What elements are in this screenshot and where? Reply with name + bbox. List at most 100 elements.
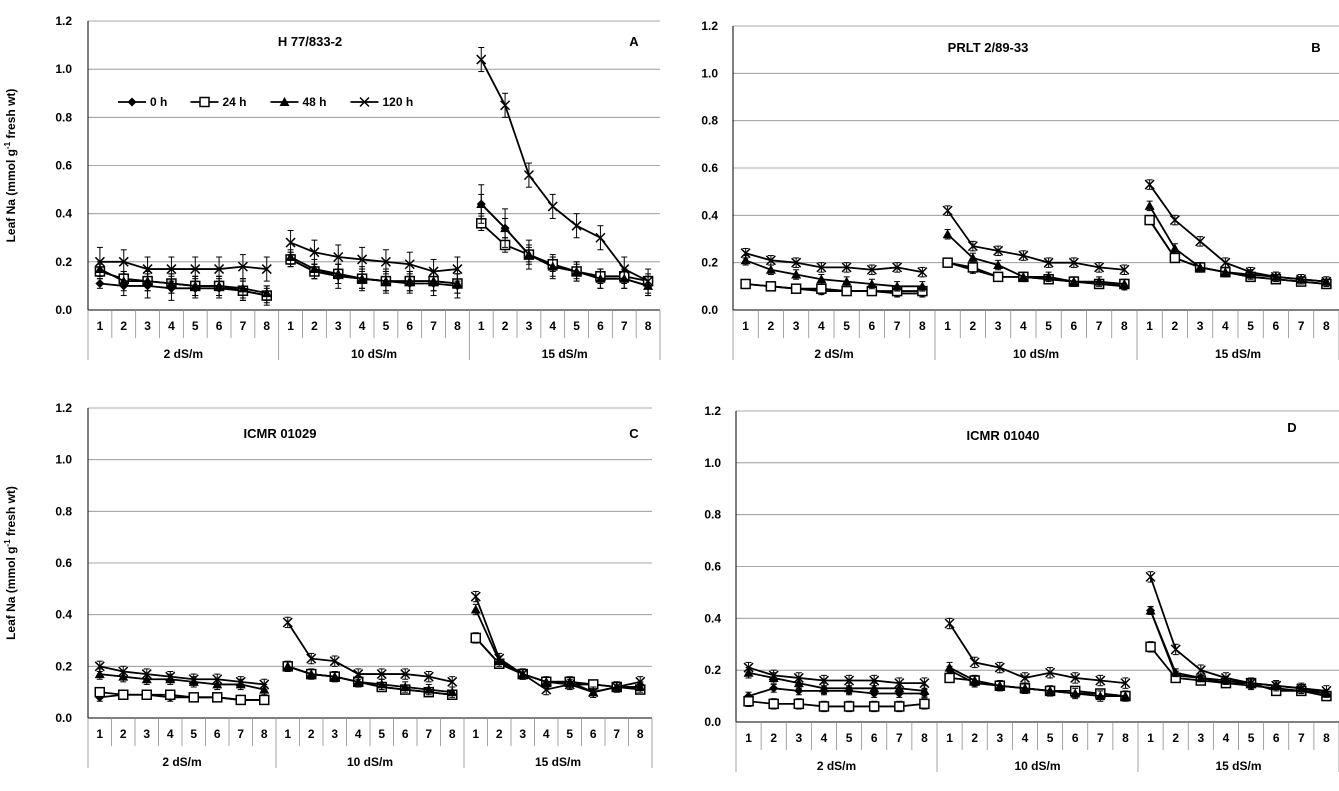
x-group-label: 2 dS/m [164,347,203,361]
x-tick-label: 7 [894,319,901,333]
x-tick-label: 3 [996,731,1003,745]
panel-title: PRLT 2/89-33 [948,40,1029,55]
data-point [1170,644,1181,655]
data-point [892,281,903,291]
data-point [188,674,199,685]
y-tick-label: 0.2 [704,663,721,677]
y-tick-label: 1.0 [701,66,718,80]
data-point [470,604,481,614]
data-point [353,669,364,680]
data-point [94,661,105,672]
x-tick-label: 3 [143,727,150,741]
legend: 0 h 24 h 48 h 120 h [118,95,413,109]
x-tick-label: 6 [1072,731,1079,745]
data-point [635,676,646,687]
x-tick-label: 6 [1273,319,1280,333]
x-tick-label: 5 [378,727,385,741]
data-point [619,264,630,275]
x-tick-label: 5 [566,727,573,741]
y-tick-label: 0.4 [55,608,72,622]
series-line [1148,184,1327,283]
data-point [992,271,1004,283]
y-tick-label: 0.8 [55,504,72,518]
data-point [969,675,980,685]
data-point [944,672,955,684]
data-point [917,281,928,291]
data-point [118,256,129,267]
data-point [892,262,903,273]
x-tick-label: 4 [543,727,550,741]
data-point [1018,271,1029,281]
x-tick-label: 3 [335,319,342,333]
data-point [866,278,877,288]
x-tick-label: 8 [1323,731,1330,745]
series-120-h [94,46,654,294]
data-point [1145,605,1156,615]
data-point [1144,214,1155,226]
data-point [1144,200,1155,210]
series-24-h [94,632,646,706]
series-line [286,621,453,683]
y-tick-label: 0.2 [55,659,72,673]
data-point [919,678,930,689]
x-group-label: 2 dS/m [162,755,201,769]
data-point [261,288,272,298]
x-tick-label: 7 [1096,319,1103,333]
data-point [743,662,754,673]
data-point [357,254,368,265]
data-point [452,278,463,288]
series-line [290,256,458,285]
data-point [1043,271,1054,281]
legend-label: 120 h [383,95,414,109]
data-point [1271,680,1282,691]
y-tick-label: 0.4 [701,208,718,222]
x-group-label: 15 dS/m [1215,759,1261,773]
data-point [869,675,880,686]
data-point [188,692,199,703]
data-point [212,692,223,703]
x-tick-label: 5 [192,319,199,333]
data-point [541,676,552,686]
y-tick-label: 0.2 [55,255,72,269]
x-tick-label: 1 [944,319,951,333]
data-point [1195,236,1206,247]
x-tick-label: 2 [1172,319,1179,333]
series-0-h [95,193,653,306]
data-point [866,264,877,275]
data-point [793,672,804,683]
data-point [541,684,552,695]
series-line [290,241,458,273]
panel-letter: C [629,426,639,441]
data-point [1245,267,1256,278]
x-tick-label: 1 [284,727,291,741]
data-point [894,701,905,712]
data-point [790,283,802,294]
data-point [1144,179,1155,190]
x-tick-label: 6 [1273,731,1280,745]
y-tick-label: 1.0 [55,62,72,76]
data-point [1296,683,1307,694]
series-line [99,260,267,270]
chart-panel-b: 0.0 0.2 0.4 0.6 0.8 1.0 1.2 1 2 3 4 5 6 7 8 2 dS/m 1 2 3 4 5… [701,19,1339,361]
legend-label: 48 h [303,95,327,109]
data-point [994,662,1005,673]
y-tick-label: 0.6 [55,159,72,173]
data-point [917,267,928,278]
series-0-h [95,633,645,705]
series-line [480,203,649,287]
data-point [547,261,558,271]
data-point [919,698,930,710]
series-line [745,252,923,274]
panel-letter: D [1287,420,1296,435]
x-tick-label: 1 [478,319,485,333]
x-tick-label: 4 [1223,731,1230,745]
y-tick-label: 0.8 [55,110,72,124]
data-point [500,100,511,111]
data-point [818,675,829,686]
x-tick-label: 5 [1045,319,1052,333]
x-tick-label: 7 [430,319,437,333]
x-tick-label: 1 [287,319,294,333]
x-tick-label: 3 [526,319,533,333]
series-line [287,665,453,694]
data-point [1321,685,1332,696]
